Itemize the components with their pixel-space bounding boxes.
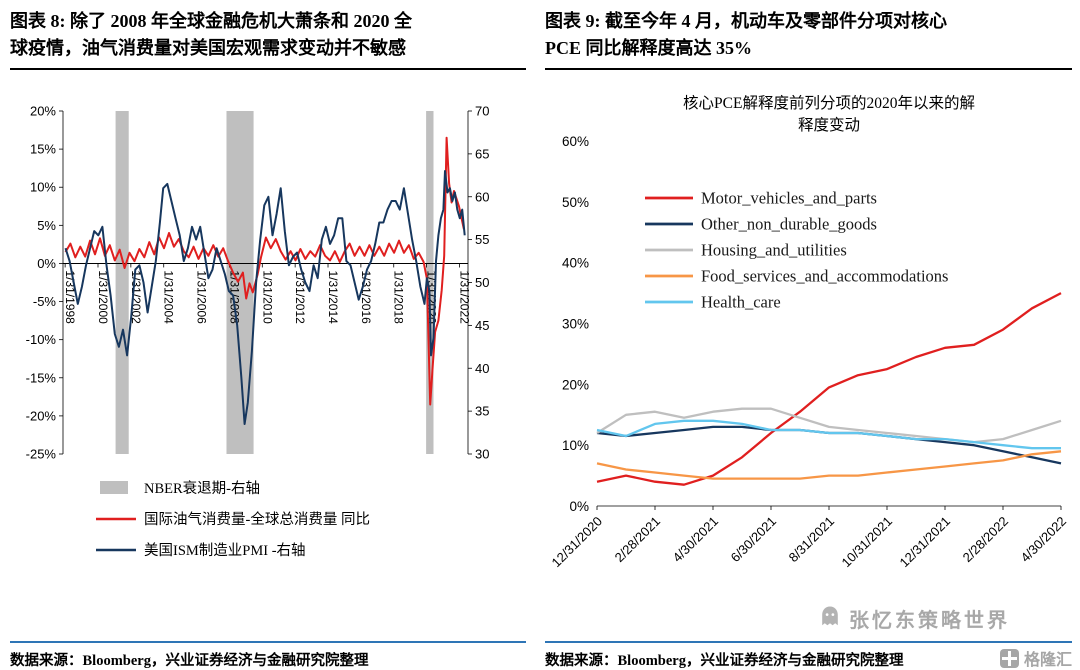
svg-text:12/31/2020: 12/31/2020 — [548, 514, 605, 571]
svg-text:30%: 30% — [562, 317, 589, 332]
svg-text:-5%: -5% — [33, 294, 57, 309]
svg-text:Other_non_durable_goods: Other_non_durable_goods — [701, 215, 877, 234]
svg-text:60: 60 — [475, 189, 489, 204]
svg-text:40%: 40% — [562, 256, 589, 271]
oil-gas-ism-chart: 20% 15% 10% 5% 0% -5% -10% -15% -20% -25% 70 65 60 55… — [26, 104, 490, 560]
svg-text:-25%: -25% — [26, 447, 57, 462]
right-chart-series-4 — [596, 419, 1061, 450]
svg-text:10/31/2021: 10/31/2021 — [838, 514, 895, 571]
svg-text:70: 70 — [475, 104, 489, 119]
svg-text:10%: 10% — [562, 438, 589, 453]
legend-band-swatch — [100, 481, 128, 494]
gelonghui-grid-icon — [1000, 648, 1019, 668]
gelonghui-logo: 格隆汇 — [1000, 646, 1072, 670]
svg-text:-15%: -15% — [26, 370, 57, 385]
figure8-title: 图表 8: 除了 2008 年全球金融危机大萧条和 2020 全 球疫情，油气消… — [10, 8, 526, 70]
watermark: 张忆东策略世界 — [818, 604, 1010, 633]
svg-text:65: 65 — [475, 146, 489, 161]
svg-text:1/31/2012: 1/31/2012 — [293, 270, 307, 324]
svg-text:45: 45 — [475, 318, 489, 333]
source-left: 数据来源：Bloomberg，兴业证券经济与金融研究院整理 — [10, 641, 526, 670]
figure9-title: 图表 9: 截至今年 4 月，机动车及零部件分项对核心 PCE 同比解释度高达 … — [545, 8, 1072, 70]
svg-text:1/31/2018: 1/31/2018 — [392, 270, 406, 324]
svg-text:4/30/2021: 4/30/2021 — [670, 514, 722, 566]
source-left-text: 数据来源：Bloomberg，兴业证券经济与金融研究院整理 — [10, 653, 369, 669]
figure8-title-line2: 球疫情，油气消费量对美国宏观需求变动并不敏感 — [10, 38, 406, 58]
svg-text:6/30/2021: 6/30/2021 — [728, 514, 780, 566]
svg-text:40: 40 — [475, 361, 489, 376]
svg-text:-20%: -20% — [26, 408, 57, 423]
svg-text:Health_care: Health_care — [701, 293, 781, 312]
svg-text:1/31/2008: 1/31/2008 — [227, 270, 241, 324]
right-chart-series-2 — [596, 407, 1062, 444]
svg-text:55: 55 — [475, 232, 489, 247]
svg-text:12/31/2021: 12/31/2021 — [896, 514, 953, 571]
svg-text:1/31/1998: 1/31/1998 — [63, 270, 77, 324]
right-chart-series-0 — [596, 292, 1062, 486]
svg-text:2/28/2021: 2/28/2021 — [612, 514, 664, 566]
ghost-icon — [818, 604, 842, 633]
svg-text:15%: 15% — [30, 142, 56, 157]
svg-text:2/28/2022: 2/28/2022 — [960, 514, 1012, 566]
svg-text:30: 30 — [475, 447, 489, 462]
svg-text:美国ISM制造业PMI -右轴: 美国ISM制造业PMI -右轴 — [144, 542, 306, 559]
source-right: 数据来源：Bloomberg，兴业证券经济与金融研究院整理 — [545, 641, 1072, 670]
svg-text:5%: 5% — [37, 218, 56, 233]
svg-text:10%: 10% — [30, 180, 56, 195]
svg-text:1/31/2022: 1/31/2022 — [457, 270, 471, 324]
svg-text:0%: 0% — [37, 256, 56, 271]
svg-text:-10%: -10% — [26, 332, 57, 347]
svg-text:Food_services_and_accommodatio: Food_services_and_accommodations — [701, 267, 948, 286]
gelonghui-logo-text: 格隆汇 — [1024, 652, 1073, 669]
svg-text:Housing_and_utilities: Housing_and_utilities — [701, 241, 847, 260]
svg-text:20%: 20% — [30, 104, 56, 119]
svg-text:1/31/2016: 1/31/2016 — [359, 270, 373, 324]
svg-text:50%: 50% — [562, 195, 589, 210]
svg-text:50: 50 — [475, 275, 489, 290]
svg-text:1/31/2004: 1/31/2004 — [162, 270, 176, 324]
svg-text:Motor_vehicles_and_parts: Motor_vehicles_and_parts — [701, 189, 877, 208]
svg-text:1/31/2014: 1/31/2014 — [326, 270, 340, 324]
left-chart-series-0 — [64, 136, 465, 406]
svg-text:60%: 60% — [562, 134, 589, 149]
watermark-text: 张忆东策略世界 — [849, 610, 1010, 632]
right-chart-series-3 — [596, 450, 1062, 480]
svg-text:4/30/2022: 4/30/2022 — [1018, 514, 1070, 566]
svg-text:1/31/2000: 1/31/2000 — [96, 270, 110, 324]
left-chart-series-1 — [64, 170, 466, 425]
svg-text:20%: 20% — [562, 377, 589, 392]
svg-text:1/31/2010: 1/31/2010 — [260, 270, 274, 324]
svg-text:NBER衰退期-右轴: NBER衰退期-右轴 — [144, 480, 260, 497]
svg-text:核心PCE解释度前列分项的2020年以来的解: 核心PCE解释度前列分项的2020年以来的解 — [683, 94, 975, 112]
figure9-title-line1: 图表 9: 截至今年 4 月，机动车及零部件分项对核心 — [545, 11, 947, 31]
svg-text:8/31/2021: 8/31/2021 — [786, 514, 838, 566]
nber-recession-band — [426, 111, 434, 454]
svg-text:0%: 0% — [569, 499, 589, 514]
nber-recession-band — [115, 111, 129, 454]
svg-text:35: 35 — [475, 404, 489, 419]
figure9-title-line2: PCE 同比解释度高达 35% — [545, 38, 752, 58]
figure8-title-line1: 图表 8: 除了 2008 年全球金融危机大萧条和 2020 全 — [10, 11, 412, 31]
source-right-text: 数据来源：Bloomberg，兴业证券经济与金融研究院整理 — [545, 653, 904, 669]
svg-text:释度变动: 释度变动 — [798, 116, 860, 134]
svg-text:国际油气消费量-全球总消费量 同比: 国际油气消费量-全球总消费量 同比 — [144, 510, 370, 528]
svg-text:1/31/2006: 1/31/2006 — [195, 270, 209, 324]
